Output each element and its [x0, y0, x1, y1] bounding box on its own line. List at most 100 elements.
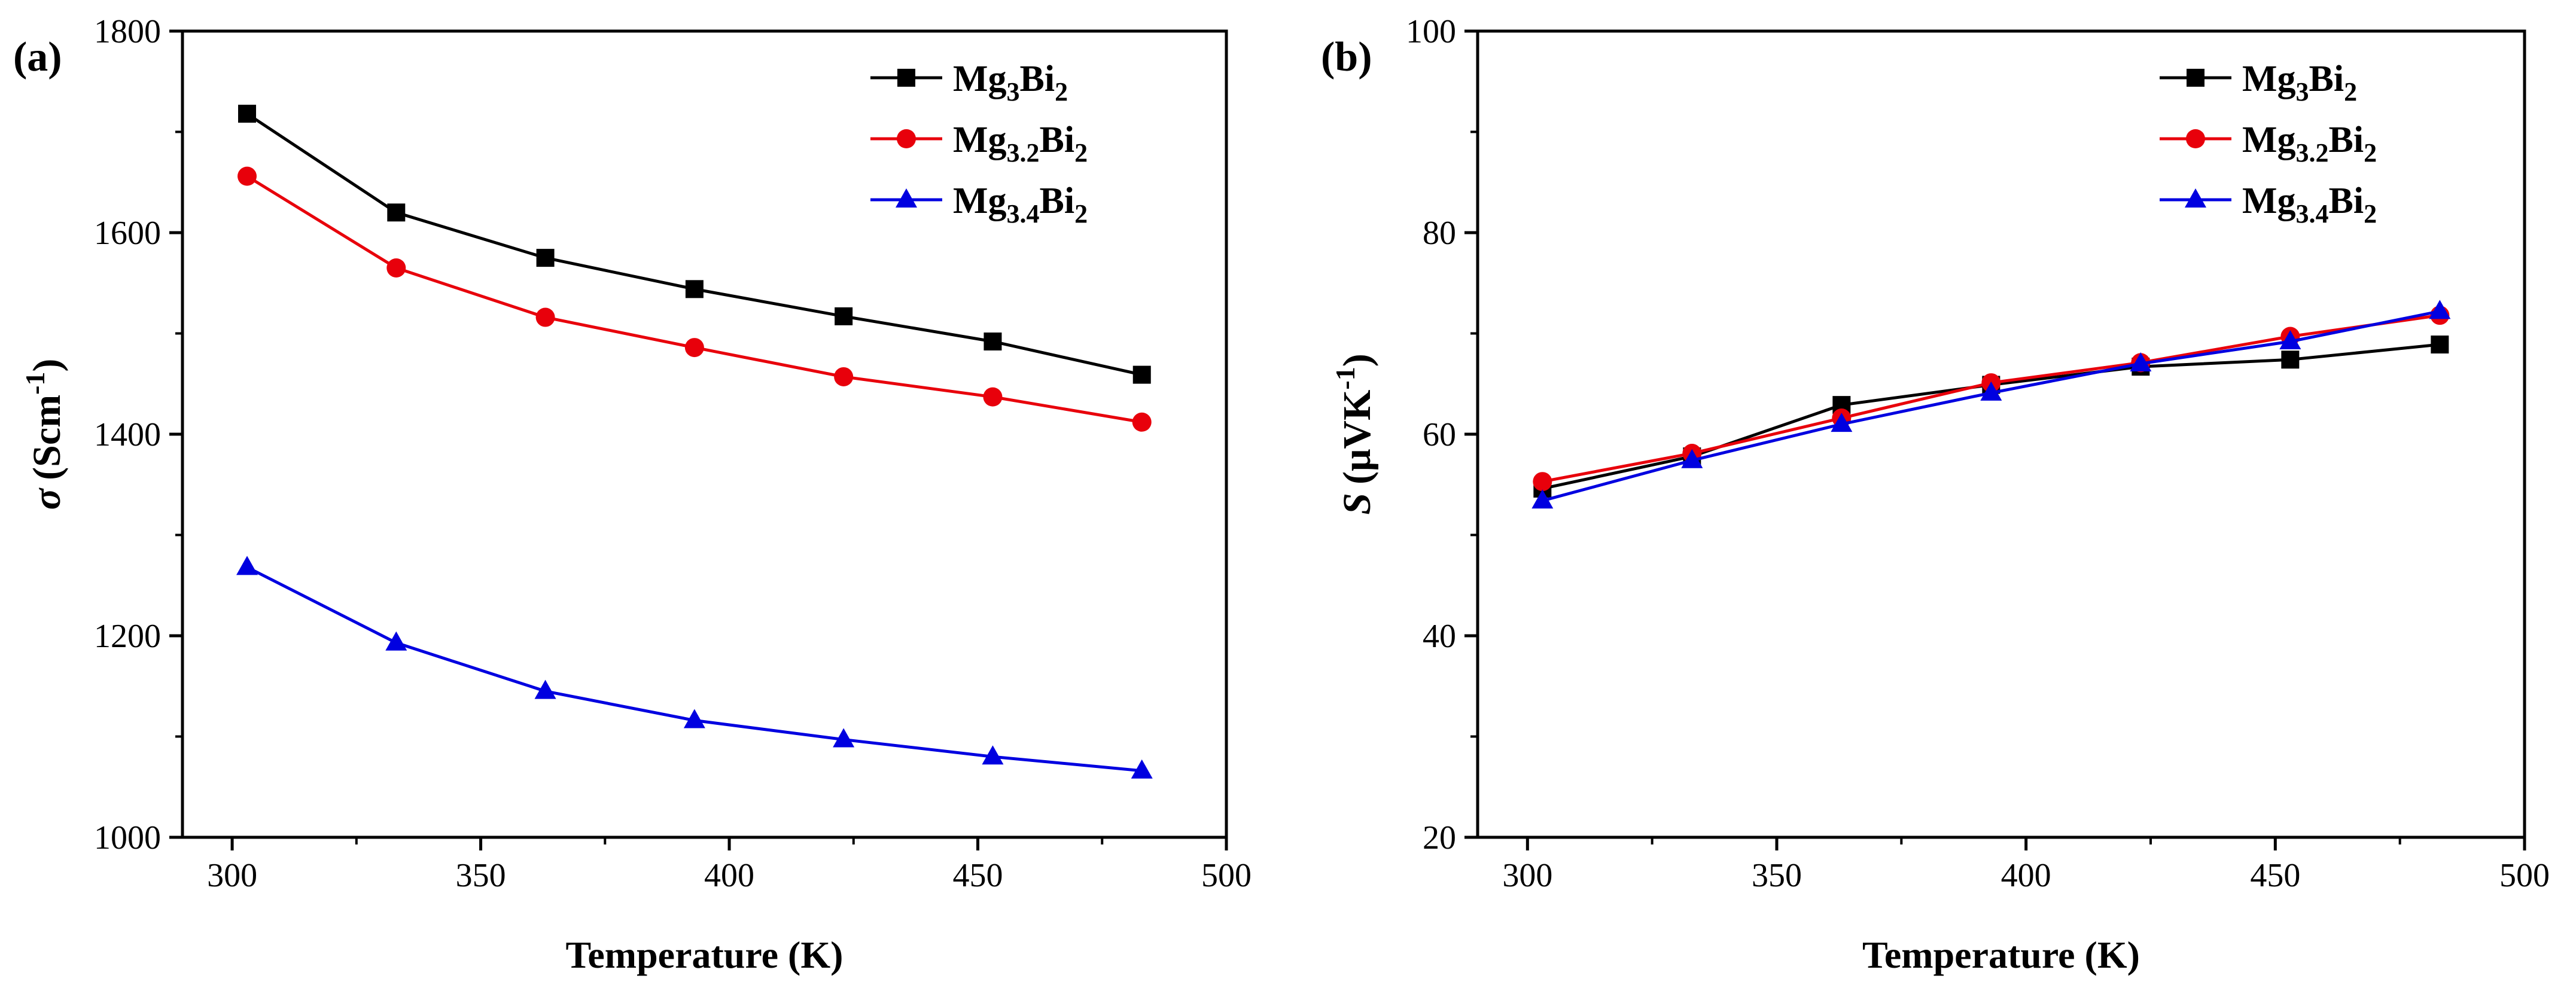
legend-entry: Mg3.4Bi2	[2160, 181, 2377, 228]
data-point	[983, 387, 1003, 407]
y-tick-label: 80	[1423, 215, 1456, 252]
data-point	[534, 679, 556, 699]
y-label-close: )	[25, 359, 69, 372]
legend-sub: 2	[2364, 199, 2377, 228]
x-axis-label: Temperature (K)	[1862, 934, 2140, 976]
legend-entry: Mg3Bi2	[2160, 59, 2357, 106]
legend-entry: Mg3.2Bi2	[2160, 120, 2377, 167]
legend-marker	[897, 129, 916, 148]
series-2	[237, 166, 1152, 432]
data-point	[535, 307, 555, 327]
legend-sub: 2	[2364, 138, 2377, 167]
legend-sub: 3	[2296, 77, 2309, 106]
data-point	[1132, 412, 1152, 432]
legend-entry: Mg3Bi2	[870, 59, 1068, 106]
y-label-symbol: S	[1335, 493, 1379, 515]
legend-marker	[896, 188, 917, 208]
x-tick-label: 500	[2499, 857, 2550, 894]
legend-sub: 2	[1074, 138, 1088, 167]
panel-b: 300 350 400 450 500 20 40 60 80 100 Temperature (K…	[1321, 13, 2550, 976]
legend-sub: 2	[1055, 77, 1068, 106]
x-tick-label: 450	[2250, 857, 2300, 894]
legend-label: Mg3.2Bi2	[2242, 120, 2377, 167]
legend-base: Mg	[2242, 120, 2296, 160]
data-point	[684, 338, 704, 358]
y-tick-label: 1800	[94, 13, 161, 50]
data-point	[386, 258, 406, 278]
data-point	[1533, 472, 1552, 492]
legend-marker	[2187, 69, 2204, 87]
series-3	[236, 556, 1153, 779]
x-tick-label: 500	[1201, 857, 1252, 894]
data-point	[1132, 365, 1151, 384]
legend-base: Mg	[2242, 181, 2296, 221]
legend-label: Mg3.4Bi2	[2242, 181, 2377, 228]
series-line	[246, 566, 1142, 773]
legend-mid: Bi	[2329, 181, 2364, 221]
legend-entry: Mg3.2Bi2	[870, 120, 1088, 167]
data-point	[2281, 350, 2300, 369]
data-point	[982, 745, 1004, 765]
y-tick-label: 1000	[94, 819, 161, 856]
legend-label: Mg3.2Bi2	[953, 120, 1088, 167]
legend-mid: Bi	[1020, 59, 1055, 99]
legend-mid: Bi	[2329, 120, 2364, 160]
y-tick-label: 20	[1423, 819, 1456, 856]
legend-mid: Bi	[1040, 181, 1075, 221]
legend-base: Mg	[953, 120, 1007, 160]
legend-marker	[2185, 188, 2206, 208]
series-3	[1531, 300, 2451, 509]
y-label-superscript: -1	[20, 372, 50, 395]
legend-sub: 2	[1074, 199, 1088, 228]
data-point	[2431, 336, 2449, 354]
data-point	[2429, 300, 2451, 319]
panel-a: 300 350 400 450 500 1000 1200 1400 1600 1800 Tempe…	[13, 13, 1252, 976]
data-point	[833, 728, 855, 748]
y-axis-label: σ (Scm-1)	[20, 359, 69, 510]
y-label-close: )	[1335, 353, 1379, 367]
panel-label: (b)	[1321, 34, 1372, 80]
data-point	[685, 280, 704, 298]
y-label-superscript: -1	[1330, 367, 1360, 389]
y-axis-label: S (μVK-1)	[1330, 353, 1379, 514]
legend-sub: 3.2	[1007, 138, 1040, 167]
data-point	[2130, 352, 2152, 372]
legend-label: Mg3Bi2	[953, 59, 1068, 106]
y-tick-label: 1600	[94, 215, 161, 252]
data-point	[238, 105, 257, 123]
panel-label: (a)	[13, 34, 62, 80]
x-tick-label: 350	[1752, 857, 1802, 894]
data-point	[236, 556, 258, 575]
data-point	[835, 307, 853, 325]
data-point	[1831, 413, 1853, 432]
data-point	[387, 203, 406, 222]
data-point	[237, 166, 257, 186]
y-tick-label: 1400	[94, 416, 161, 453]
legend-sub: 3.2	[2296, 138, 2329, 167]
x-tick-label: 400	[704, 857, 754, 894]
y-label-text: (Scm	[25, 395, 69, 480]
data-point	[536, 249, 555, 267]
y-tick-label: 1200	[94, 618, 161, 655]
data-point	[983, 332, 1002, 350]
series-1	[238, 105, 1151, 384]
x-axis-label: Temperature (K)	[566, 934, 844, 976]
x-tick-label: 400	[2001, 857, 2051, 894]
series-line	[1542, 309, 2440, 502]
series-1	[1533, 336, 2449, 498]
legend-base: Mg	[953, 181, 1007, 221]
data-point	[1980, 381, 2002, 401]
y-label-symbol: σ	[25, 487, 69, 510]
data-point	[385, 631, 407, 651]
legend-marker	[897, 69, 915, 87]
legend-mid: Bi	[2309, 59, 2344, 99]
x-tick-label: 300	[207, 857, 257, 894]
legend-label: Mg3Bi2	[2242, 59, 2357, 106]
legend-sub: 3	[1007, 77, 1020, 106]
data-point	[1681, 449, 1703, 468]
x-tick-label: 450	[953, 857, 1003, 894]
y-label-text: (μVK	[1335, 390, 1379, 484]
y-tick-label: 100	[1406, 13, 1456, 50]
y-tick-label: 40	[1423, 618, 1456, 655]
legend-sub: 3.4	[1007, 199, 1040, 228]
